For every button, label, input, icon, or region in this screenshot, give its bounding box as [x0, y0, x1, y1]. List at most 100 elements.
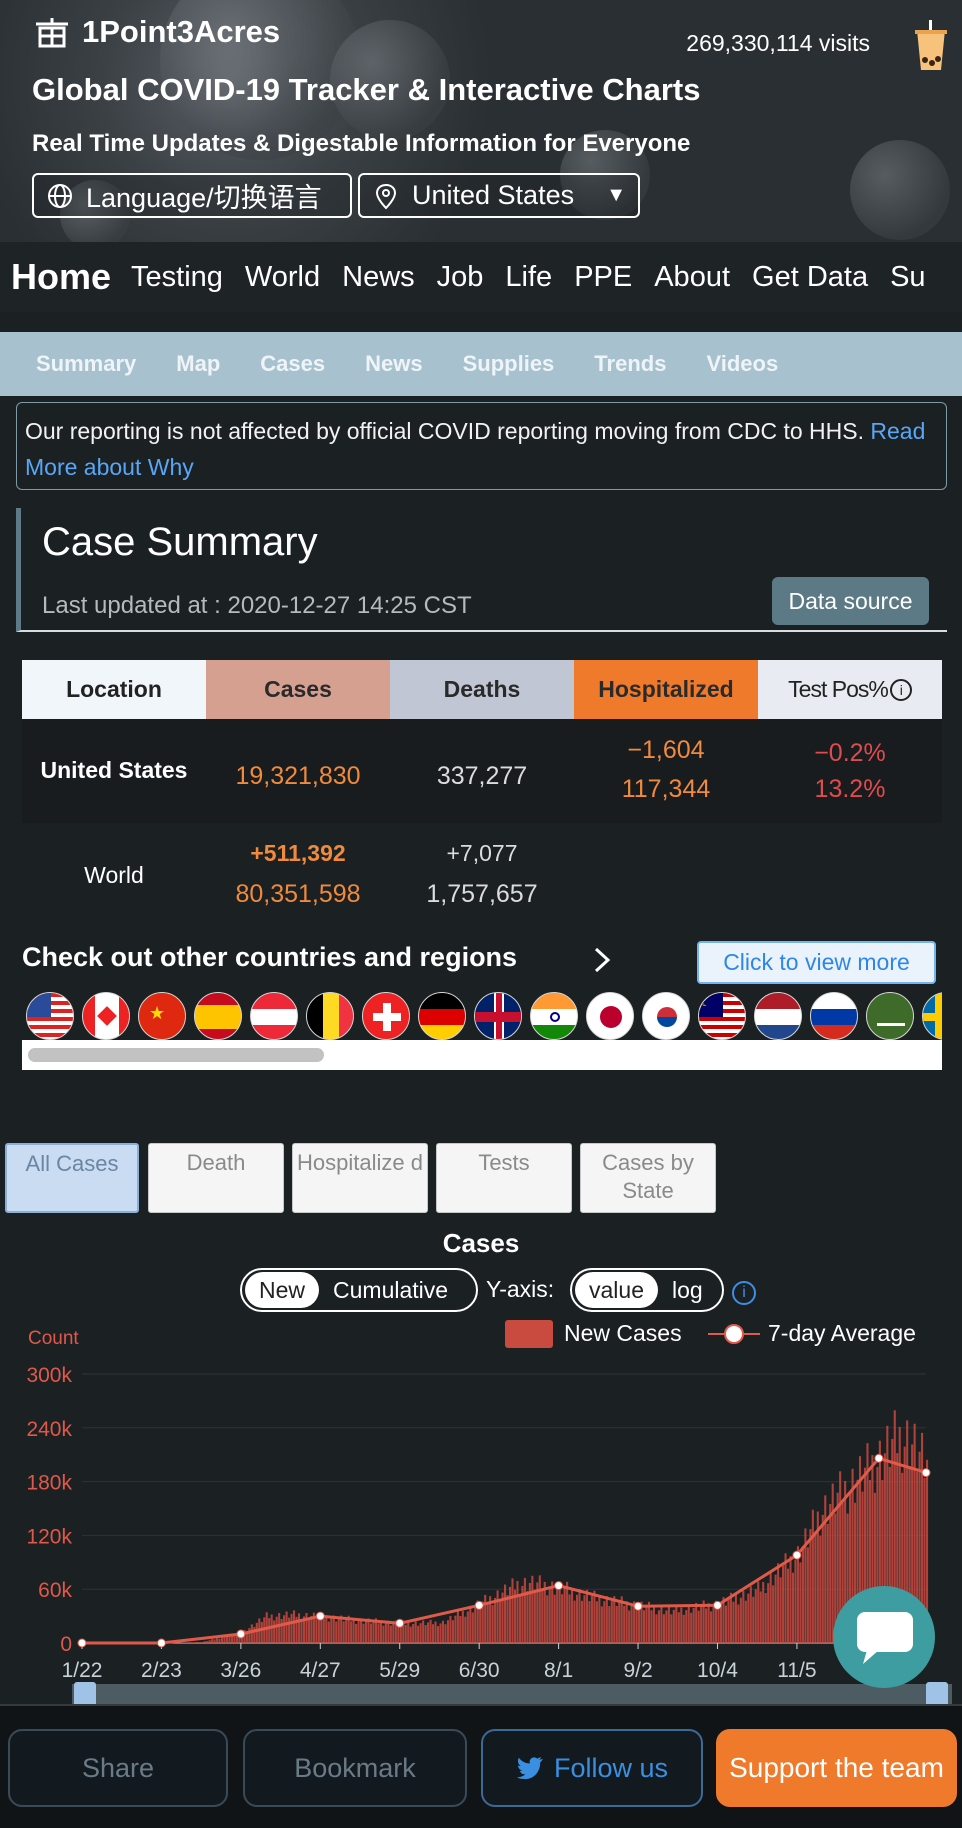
cases-chart[interactable]: 0 60k 120k 180k 240k 300k Count 1/22 2/23 3/26 4/2… — [0, 1330, 962, 1700]
subnav-news[interactable]: News — [365, 351, 423, 376]
twitter-bird-icon — [517, 1756, 543, 1780]
row-location-world[interactable]: World — [84, 862, 144, 888]
date-range-slider[interactable] — [72, 1684, 952, 1704]
boba-tea-icon[interactable] — [914, 20, 948, 72]
subnav-trends[interactable]: Trends — [594, 351, 667, 376]
bar — [757, 1581, 760, 1643]
tab-tests[interactable]: Tests — [436, 1143, 572, 1213]
country-select[interactable]: United States ▼ — [358, 173, 640, 218]
legend-new-cases-label[interactable]: New Cases — [564, 1320, 682, 1346]
follow-button[interactable]: Follow us — [481, 1729, 703, 1807]
brand-logo[interactable]: 1Point3Acres — [32, 14, 280, 50]
nav-life[interactable]: Life — [505, 260, 553, 293]
bar — [588, 1601, 591, 1643]
japan-flag[interactable] — [586, 992, 634, 1040]
us-flag[interactable] — [26, 992, 74, 1040]
chart-title: Cases — [442, 1228, 520, 1258]
info-icon[interactable]: i — [732, 1281, 756, 1305]
bar — [806, 1547, 809, 1643]
tab-cases-by-state[interactable]: Cases by State — [580, 1143, 716, 1213]
bar — [330, 1618, 333, 1643]
nav-get-data[interactable]: Get Data — [752, 260, 869, 293]
subnav-cases[interactable]: Cases — [260, 351, 326, 376]
bar — [347, 1615, 350, 1643]
scale-log[interactable]: log — [671, 1277, 703, 1303]
legend-new-cases-swatch[interactable] — [505, 1320, 553, 1348]
language-button[interactable]: Language/切换语言 — [32, 173, 352, 218]
scale-value[interactable]: value — [575, 1272, 658, 1308]
support-team-button[interactable]: Support the team — [716, 1729, 957, 1807]
mode-cumulative[interactable]: Cumulative — [333, 1277, 449, 1303]
legend-avg-swatch[interactable] — [706, 1320, 762, 1348]
scale-toggle[interactable]: value log — [570, 1268, 724, 1312]
netherlands-flag[interactable] — [754, 992, 802, 1040]
nav-news[interactable]: News — [342, 260, 415, 293]
china-flag[interactable]: ★ — [138, 992, 186, 1040]
x-tick-label: 8/1 — [544, 1659, 573, 1682]
nav-support[interactable]: Su — [890, 260, 926, 293]
germany-flag[interactable] — [418, 992, 466, 1040]
mode-new[interactable]: New — [245, 1272, 320, 1308]
bar — [506, 1595, 509, 1643]
data-source-button[interactable]: Data source — [772, 577, 929, 625]
bar — [469, 1605, 472, 1643]
bar — [593, 1590, 596, 1643]
nav-about[interactable]: About — [654, 260, 731, 293]
flag-scrollbar-thumb[interactable] — [28, 1048, 324, 1062]
language-label: Language/切换语言 — [86, 183, 322, 213]
avg-point — [474, 1600, 484, 1610]
bar — [523, 1577, 526, 1643]
malaysia-flag[interactable]: ☾ — [698, 992, 746, 1040]
bar — [317, 1615, 320, 1643]
tab-death[interactable]: Death — [148, 1143, 284, 1213]
subnav-summary[interactable]: Summary — [36, 351, 137, 376]
bar — [441, 1620, 445, 1643]
subnav-supplies[interactable]: Supplies — [462, 351, 555, 376]
subnav-map[interactable]: Map — [176, 351, 221, 376]
nav-testing[interactable]: Testing — [131, 260, 223, 293]
avg-point — [874, 1453, 884, 1463]
nav-home[interactable]: Home — [11, 256, 112, 297]
austria-flag[interactable] — [250, 992, 298, 1040]
flag-carousel[interactable]: ★ ☾ — [22, 990, 942, 1070]
col-test-pos[interactable]: Test Pos% i — [758, 660, 942, 719]
table-row-us[interactable] — [22, 719, 942, 823]
spain-flag[interactable] — [194, 992, 242, 1040]
col-location[interactable]: Location — [22, 660, 206, 719]
bar — [464, 1616, 467, 1643]
saudi-arabia-flag[interactable] — [866, 992, 914, 1040]
slider-left-handle[interactable] — [74, 1682, 96, 1708]
slider-right-handle[interactable] — [926, 1682, 948, 1708]
tab-all-cases[interactable]: All Cases — [5, 1143, 139, 1213]
chevron-right-icon[interactable] — [590, 945, 614, 975]
col-hospitalized[interactable]: Hospitalized — [574, 660, 758, 719]
legend-avg-label[interactable]: 7-day Average — [768, 1320, 916, 1346]
india-flag[interactable] — [530, 992, 578, 1040]
uk-flag[interactable] — [474, 992, 522, 1040]
bar — [866, 1443, 869, 1643]
last-updated: Last updated at : 2020-12-27 14:25 CST — [42, 592, 472, 619]
russia-flag[interactable] — [810, 992, 858, 1040]
belgium-flag[interactable] — [306, 992, 354, 1040]
nav-job[interactable]: Job — [436, 260, 484, 293]
info-icon[interactable]: i — [889, 678, 912, 701]
bar — [414, 1621, 417, 1643]
bar — [700, 1605, 703, 1643]
view-more-button[interactable]: Click to view more — [697, 941, 936, 984]
notice-read-more-link[interactable]: Read More about Why — [25, 418, 926, 480]
subnav-videos[interactable]: Videos — [706, 351, 779, 376]
mode-toggle[interactable]: New Cumulative — [240, 1268, 478, 1312]
tab-hospitalized[interactable]: Hospitalize d — [292, 1143, 428, 1213]
korea-flag[interactable] — [642, 992, 690, 1040]
switzerland-flag[interactable] — [362, 992, 410, 1040]
chat-button[interactable] — [833, 1586, 935, 1688]
bookmark-button[interactable]: Bookmark — [243, 1729, 467, 1807]
bar — [605, 1596, 608, 1643]
nav-ppe[interactable]: PPE — [574, 260, 633, 293]
nav-world[interactable]: World — [244, 260, 321, 293]
sweden-flag[interactable] — [922, 992, 942, 1040]
share-button[interactable]: Share — [8, 1729, 228, 1807]
col-cases[interactable]: Cases — [206, 660, 390, 719]
col-deaths[interactable]: Deaths — [390, 660, 574, 719]
canada-flag[interactable] — [82, 992, 130, 1040]
